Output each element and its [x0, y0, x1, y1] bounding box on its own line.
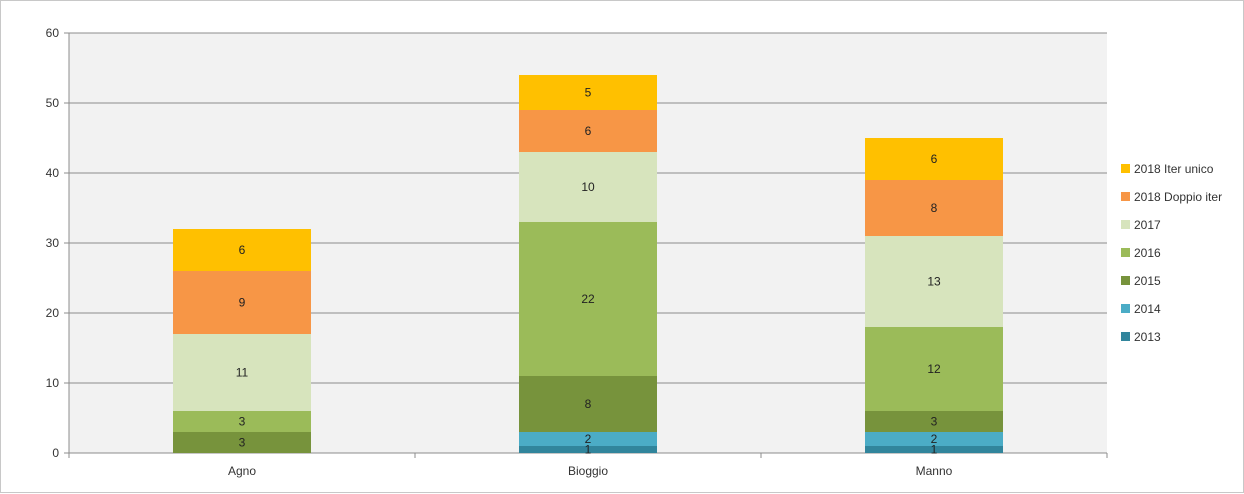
data-label: 9 — [239, 296, 246, 310]
legend-swatch — [1121, 276, 1130, 285]
bar-segment — [519, 376, 657, 432]
bar-segment — [865, 236, 1003, 327]
legend-label: 2013 — [1134, 330, 1161, 344]
bar-segment — [173, 411, 311, 432]
bar-segment — [519, 432, 657, 446]
bar-segment — [865, 138, 1003, 180]
legend-label: 2018 Doppio iter — [1134, 190, 1222, 204]
legend-label: 2018 Iter unico — [1134, 162, 1214, 176]
bar-segment — [519, 110, 657, 152]
bar-segment — [865, 432, 1003, 446]
data-label: 6 — [239, 243, 246, 257]
legend: 2018 Iter unico 2018 Doppio iter 2017 2016 2… — [1121, 162, 1222, 344]
data-label: 1 — [585, 443, 592, 457]
legend-label: 2015 — [1134, 274, 1161, 288]
bar-segment — [173, 229, 311, 271]
legend-swatch — [1121, 248, 1130, 257]
bar-segment — [865, 180, 1003, 236]
legend-swatch — [1121, 332, 1130, 341]
data-label: 1 — [931, 443, 938, 457]
data-label: 22 — [581, 292, 595, 306]
data-label: 2 — [931, 432, 938, 446]
y-tick-label: 60 — [46, 26, 60, 40]
y-tick-label: 30 — [46, 236, 60, 250]
y-tick-label: 0 — [52, 446, 59, 460]
y-tick-label: 10 — [46, 376, 60, 390]
data-label: 5 — [585, 86, 592, 100]
bar-segment — [865, 327, 1003, 411]
data-label: 10 — [581, 180, 595, 194]
data-label: 2 — [585, 432, 592, 446]
data-label: 8 — [585, 397, 592, 411]
legend-swatch — [1121, 220, 1130, 229]
bar-segment — [519, 446, 657, 453]
legend-swatch — [1121, 304, 1130, 313]
legend-label: 2016 — [1134, 246, 1161, 260]
category-label: Bioggio — [568, 464, 608, 478]
legend-swatch — [1121, 192, 1130, 201]
y-tick-label: 50 — [46, 96, 60, 110]
y-tick-label: 40 — [46, 166, 60, 180]
bar-segment — [173, 432, 311, 453]
bar-segment — [519, 152, 657, 222]
legend-label: 2017 — [1134, 218, 1161, 232]
data-label: 8 — [931, 201, 938, 215]
bar-segment — [865, 411, 1003, 432]
category-label: Manno — [916, 464, 953, 478]
y-tick-label: 20 — [46, 306, 60, 320]
legend-swatch — [1121, 164, 1130, 173]
bar-segment — [173, 334, 311, 411]
data-label: 6 — [931, 152, 938, 166]
data-label: 3 — [239, 415, 246, 429]
data-label: 13 — [927, 275, 941, 289]
bars — [173, 75, 1003, 453]
bar-segment — [519, 75, 657, 110]
category-label: Agno — [228, 464, 256, 478]
data-label: 12 — [927, 362, 941, 376]
data-label: 3 — [931, 415, 938, 429]
data-label: 6 — [585, 124, 592, 138]
data-label: 11 — [236, 366, 249, 380]
data-label: 3 — [239, 436, 246, 450]
bar-segment — [519, 222, 657, 376]
legend-label: 2014 — [1134, 302, 1161, 316]
bar-segment — [865, 446, 1003, 453]
bar-segment — [173, 271, 311, 334]
